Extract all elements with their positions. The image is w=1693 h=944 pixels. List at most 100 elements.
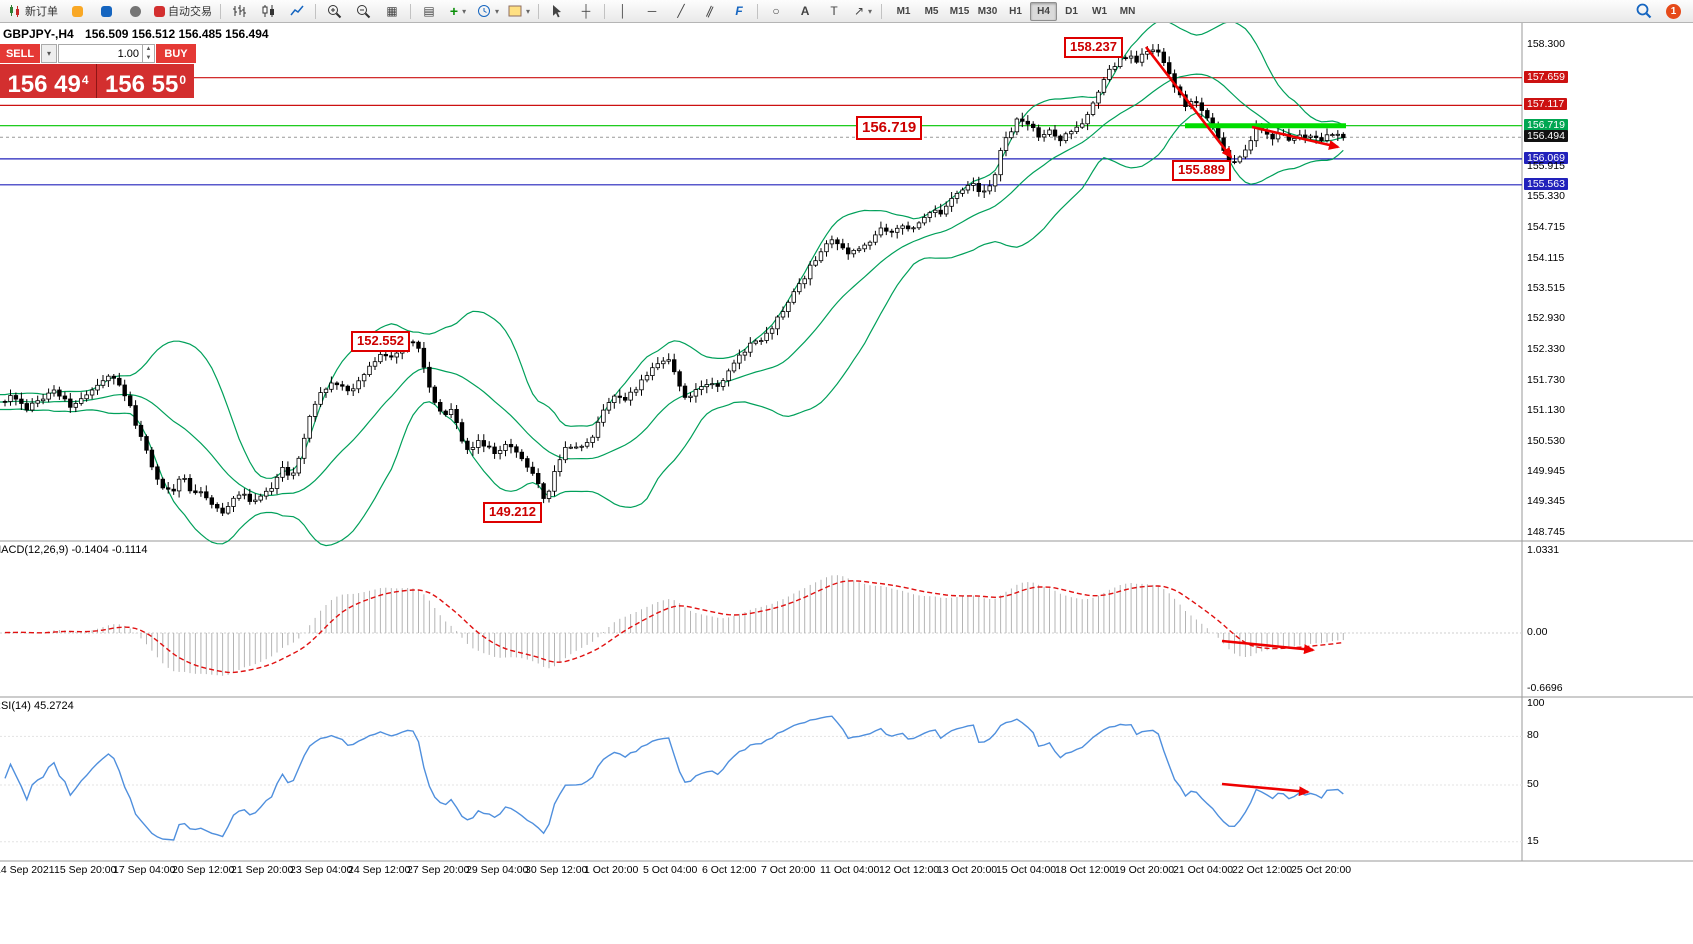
buy-button[interactable]: BUY (156, 44, 196, 63)
crosshair-button[interactable]: ┼ (572, 1, 600, 21)
timeframe-button-m1[interactable]: M1 (896, 5, 911, 17)
chart-symbol-header: GBPJPY-,H4 156.509 156.512 156.485 156.4… (3, 27, 269, 41)
chevron-down-icon: ▾ (868, 6, 873, 16)
price-axis-label: 155.330 (1527, 190, 1565, 202)
rsi-scale-label: 100 (1527, 697, 1545, 709)
stepper-down-icon[interactable]: ▼ (145, 54, 152, 61)
market-icon (100, 5, 112, 17)
text-button[interactable]: A (791, 1, 819, 21)
rsi-line (4, 715, 1344, 841)
order-type-dropdown[interactable]: ▾ (41, 44, 57, 63)
sell-price: 156 49 (7, 70, 81, 98)
cursor-button[interactable] (543, 1, 571, 21)
shapes-button[interactable]: ○ (762, 1, 790, 21)
tile-windows-icon: ▦ (386, 4, 398, 18)
price-axis-label: 154.715 (1527, 221, 1565, 233)
stepper-up-icon[interactable]: ▲ (145, 46, 152, 53)
text-label-button[interactable]: T (820, 1, 848, 21)
time-axis-label: 5 Oct 04:00 (643, 864, 698, 876)
volume-stepper[interactable]: ▲ ▼ (142, 45, 154, 62)
time-axis-label: 20 Sep 12:00 (172, 864, 235, 876)
tile-windows-button[interactable]: ▦ (378, 1, 406, 21)
auto-scroll-button[interactable]: ▤ (415, 1, 443, 21)
template-icon (508, 5, 522, 17)
notification-badge[interactable]: 1 (1666, 3, 1681, 19)
indicators-button[interactable]: + ▾ (444, 1, 472, 21)
timeframe-button-m15[interactable]: M15 (949, 5, 970, 17)
macd-signal-line (4, 580, 1344, 674)
ohlc-values: 156.509 156.512 156.485 156.494 (85, 27, 269, 41)
timeframe-button-h4[interactable]: H4 (1030, 1, 1058, 21)
chevron-down-icon: ▾ (462, 6, 467, 16)
trendline-button[interactable]: ╱ (667, 1, 695, 21)
rsi-scale-label: 80 (1527, 729, 1539, 741)
templates-button[interactable]: ▾ (504, 1, 534, 21)
indicators-icon: + (449, 3, 459, 19)
price-axis-label: 148.745 (1527, 526, 1565, 538)
search-button[interactable] (1630, 1, 1658, 21)
time-axis-label: 27 Sep 20:00 (407, 864, 470, 876)
timeframe-button-m30[interactable]: M30 (977, 5, 998, 17)
horizontal-line-button[interactable]: ─ (638, 1, 666, 21)
volume-field[interactable]: 1.00 ▲ ▼ (58, 44, 155, 63)
time-axis-label: 25 Oct 20:00 (1291, 864, 1352, 876)
arrows-tool-button[interactable]: ↗ ▾ (849, 1, 877, 21)
signals-icon (129, 5, 141, 17)
community-icon (71, 5, 83, 17)
time-axis-label: 1 Oct 20:00 (584, 864, 639, 876)
toolbar-separator (604, 3, 606, 19)
arrows-tool-icon: ↗ (853, 4, 865, 18)
text-icon: A (800, 4, 810, 18)
new-order-icon (10, 5, 19, 17)
community-button[interactable] (63, 1, 91, 21)
time-axis-label: 6 Oct 12:00 (702, 864, 757, 876)
time-axis-label: 7 Oct 20:00 (761, 864, 816, 876)
fibonacci-button[interactable]: F (725, 1, 753, 21)
shapes-icon: ○ (772, 4, 780, 18)
toolbar-separator (538, 3, 540, 19)
channel-button[interactable]: ∥ (696, 1, 724, 21)
toolbar-right-group: 1 (1630, 1, 1681, 21)
zoom-in-icon (327, 4, 341, 18)
timeframe-button-m5[interactable]: M5 (924, 5, 939, 17)
time-axis-label: 23 Sep 04:00 (290, 864, 353, 876)
timeframe-button-w1[interactable]: W1 (1092, 5, 1108, 17)
timeframe-button-h1[interactable]: H1 (1009, 5, 1022, 17)
macd-scale-label: -0.6696 (1527, 682, 1563, 694)
time-axis-label: 14 Sep 2021 (0, 864, 55, 876)
price-axis-badge: 155.563 (1524, 178, 1568, 190)
buy-price-panel[interactable]: 156 55 0 (97, 64, 194, 98)
auto-trading-label: 自动交易 (168, 6, 212, 18)
trendline-icon: ╱ (677, 4, 685, 18)
candlestick-chart-button[interactable] (254, 1, 282, 21)
price-axis-label: 151.130 (1527, 404, 1565, 416)
market-button[interactable] (92, 1, 120, 21)
time-axis-label: 15 Oct 04:00 (996, 864, 1057, 876)
price-callout: 152.552 (351, 331, 410, 352)
time-axis-label: 13 Oct 20:00 (937, 864, 998, 876)
line-chart-button[interactable] (283, 1, 311, 21)
periods-button[interactable]: ▾ (473, 1, 503, 21)
zoom-in-button[interactable] (320, 1, 348, 21)
auto-trading-button[interactable]: 自动交易 (150, 1, 216, 21)
macd-histogram (0, 575, 1522, 676)
price-axis-badge: 156.494 (1524, 130, 1568, 142)
time-axis-label: 12 Oct 12:00 (879, 864, 940, 876)
new-order-button[interactable]: 新订单 (4, 1, 62, 21)
bar-chart-button[interactable] (225, 1, 253, 21)
bar-chart-icon (232, 5, 246, 17)
sell-button[interactable]: SELL (0, 44, 40, 63)
timeframe-button-mn[interactable]: MN (1119, 5, 1136, 17)
vertical-line-button[interactable]: │ (609, 1, 637, 21)
rsi-levels (0, 735, 1522, 843)
sell-price-panel[interactable]: 156 49 4 (0, 64, 97, 98)
rsi-scale-label: 15 (1527, 835, 1539, 847)
price-axis-badge: 157.659 (1524, 71, 1568, 83)
signals-button[interactable] (121, 1, 149, 21)
timeframe-button-d1[interactable]: D1 (1065, 5, 1078, 17)
price-axis-badge: 157.117 (1524, 98, 1568, 110)
time-axis-label: 11 Oct 04:00 (820, 864, 880, 876)
zoom-out-button[interactable] (349, 1, 377, 21)
symbol-timeframe-label: GBPJPY-,H4 (3, 27, 74, 41)
